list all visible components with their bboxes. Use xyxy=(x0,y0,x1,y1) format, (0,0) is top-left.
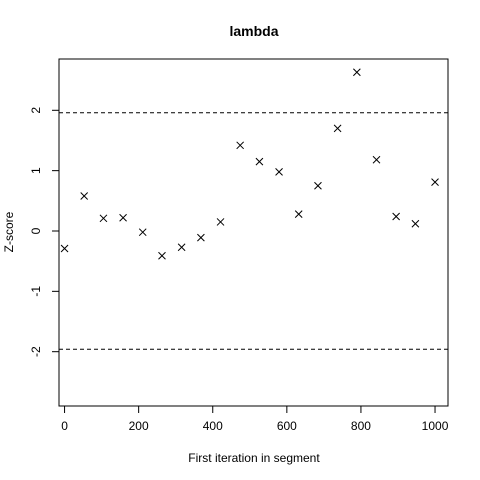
x-tick-label: 600 xyxy=(277,419,297,433)
data-point xyxy=(138,228,147,237)
data-point xyxy=(411,219,420,228)
data-point xyxy=(314,181,322,190)
data-point xyxy=(158,251,166,260)
y-axis: -2 -1 0 1 2 xyxy=(29,107,60,357)
x-tick-label: 0 xyxy=(61,419,68,433)
y-tick-label: 1 xyxy=(29,167,43,174)
data-point xyxy=(333,124,342,133)
data-point xyxy=(236,141,245,150)
data-point xyxy=(216,218,225,226)
y-tick-label: 2 xyxy=(29,107,43,114)
y-tick-label: -1 xyxy=(29,286,43,297)
x-axis-label: First iteration in segment xyxy=(188,451,320,465)
x-tick-label: 800 xyxy=(351,419,371,433)
data-point xyxy=(119,213,127,222)
data-point xyxy=(177,243,186,252)
data-point xyxy=(197,233,205,242)
y-tick-label: 0 xyxy=(29,227,43,234)
x-tick-label: 200 xyxy=(129,419,149,433)
data-point xyxy=(60,244,69,253)
chart-title: lambda xyxy=(229,23,278,39)
data-point xyxy=(99,214,108,223)
data-point xyxy=(431,178,439,186)
x-tick-label: 1000 xyxy=(422,419,449,433)
x-tick-label: 400 xyxy=(203,419,223,433)
x-axis: 0 200 400 600 800 1000 xyxy=(61,405,449,433)
data-point xyxy=(255,157,264,166)
data-point xyxy=(275,167,283,176)
y-axis-label: Z-score xyxy=(2,211,16,252)
data-point xyxy=(294,210,303,218)
data-point xyxy=(353,68,361,77)
plot-frame xyxy=(58,58,449,407)
data-point xyxy=(372,155,381,164)
reference-lines xyxy=(59,112,448,350)
data-points xyxy=(60,68,439,260)
y-tick-label: -2 xyxy=(29,346,43,357)
data-point xyxy=(80,192,89,200)
data-point xyxy=(392,212,400,221)
